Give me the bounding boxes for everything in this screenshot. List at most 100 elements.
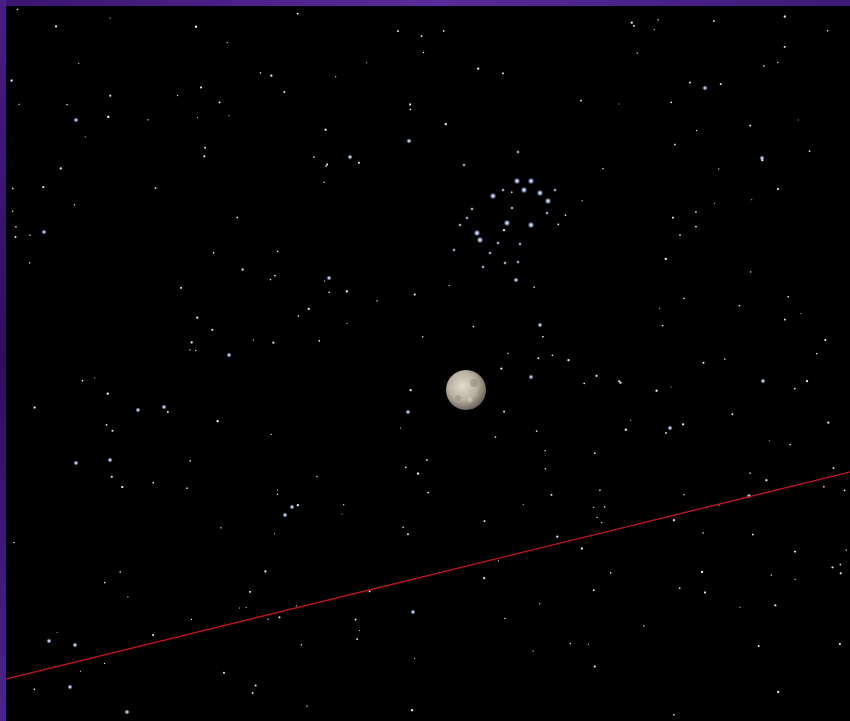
star [124,709,129,714]
star [695,226,697,228]
star [41,229,46,234]
star [85,136,86,137]
star [643,625,645,627]
star [200,86,202,88]
star [57,632,58,633]
star [107,457,112,462]
star [618,104,619,105]
star [724,358,725,359]
star [582,200,583,201]
moon [446,370,486,410]
star [474,230,481,237]
star [749,125,751,127]
star [410,389,412,391]
star [798,120,799,121]
star [406,138,411,143]
star [283,91,285,93]
star [713,20,715,22]
star [277,251,279,253]
star [787,296,789,298]
background [0,0,850,721]
star [683,298,685,300]
moon-crater [470,379,478,387]
star [17,9,19,11]
star [665,258,667,260]
star [503,261,507,265]
star [751,199,752,200]
star [107,392,109,394]
star [528,178,535,185]
star [654,29,655,30]
star [765,479,767,481]
star [29,262,30,263]
star [147,119,148,120]
moon-disc [446,370,486,410]
star [204,147,206,149]
star [326,275,331,280]
star [823,486,825,488]
star [673,714,675,716]
star [759,155,764,160]
star [417,472,419,474]
star [514,178,521,185]
star [228,115,229,116]
star [752,534,754,536]
star [239,607,240,608]
star [270,279,272,281]
star [80,671,81,672]
star [809,150,811,152]
star [795,579,796,580]
star [110,17,111,18]
star [12,188,14,190]
star [189,349,190,350]
star [296,605,297,606]
star [657,19,658,20]
star [324,281,325,282]
star [167,411,169,413]
star [94,377,95,378]
star [739,607,740,608]
star [696,130,697,131]
star [507,353,508,354]
star [195,26,197,28]
star [241,268,243,270]
star [679,234,681,236]
star [840,572,842,574]
star [343,504,344,505]
star [801,313,802,314]
star [833,467,835,469]
star [191,619,192,620]
star [33,688,35,690]
star [749,472,750,473]
star [846,549,847,550]
star [758,645,760,647]
star [484,520,486,522]
star [581,547,583,549]
star [104,663,105,664]
star [542,336,544,338]
star [477,237,484,244]
star [325,165,327,167]
star [297,504,299,506]
star [516,260,520,264]
star [135,407,140,412]
star [177,95,178,96]
star [473,326,475,328]
star [619,381,621,383]
star [731,413,733,415]
star [824,339,826,341]
star [277,494,278,495]
star [236,217,238,219]
star [502,72,504,74]
star [595,375,597,377]
star [670,102,672,104]
star [827,421,829,423]
star [324,129,326,131]
star [601,522,602,523]
star [462,163,466,167]
star [274,275,276,277]
star [537,190,544,197]
star [111,476,113,478]
star [596,517,597,518]
window-frame-top [0,0,850,6]
